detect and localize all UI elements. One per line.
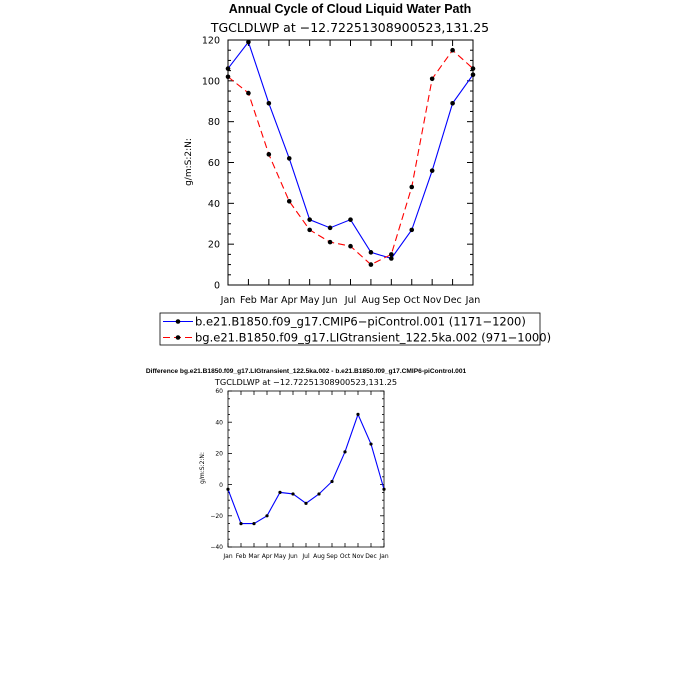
chart2-xtick-label: Oct [340,553,351,560]
chart1-ytick-label: 120 [202,35,220,46]
chart2-series-1-point [226,487,230,491]
chart1-series-1-point [327,225,333,231]
chart1-ytick-label: 20 [208,240,220,251]
chart1-ytick-label: 100 [202,76,220,87]
chart2-xtick-label: Sep [326,553,338,560]
chart1-series-2-point [409,184,415,190]
chart1-series-2-point [307,227,312,233]
chart1-xtick-label: Aug [362,295,381,306]
chart2-xtick-label: Jul [301,553,310,560]
chart1-legend-2-label: bg.e21.B1850.f09_g17.LIGtransient_122.5k… [195,331,551,345]
chart1-legend-1-marker [175,319,181,324]
chart2-ytick-label: 60 [215,388,223,395]
chart2-ylabel: g/m:S:2:N: [199,452,206,484]
chart2-series-1-point [265,514,269,518]
chart2-xtick-label: Jan [378,553,388,560]
chart1-series-2-point [286,198,292,204]
chart1-series-2-point [368,262,374,267]
chart2-ytick-label: 20 [215,451,223,458]
chart1-ylabel: g/m:S:2:N: [184,138,194,186]
chart2-ytick-label: −20 [210,513,223,520]
chart1-xtick-label: May [300,295,320,306]
chart2-series-1-point [291,492,295,496]
chart1-xtick-label: Apr [281,295,298,306]
chart1-series-1-point [450,100,455,106]
chart1-ytick-label: 40 [208,199,220,210]
chart1-xtick-label: Dec [443,295,461,306]
chart1-legend-box [159,312,541,346]
chart1-xtick-label: Oct [404,295,421,306]
chart1-series-1-point [389,256,394,261]
chart1-series-2-point [246,90,251,96]
chart2-ytick-label: 40 [215,419,223,426]
chart1-series-1-point [470,72,476,78]
chart2-xtick-label: Feb [236,553,247,560]
chart1-series-2-point [348,243,353,249]
chart2-title: Difference bg.e21.B1850.f09_g17.LIGtrans… [146,368,467,375]
chart2-xtick-label: Dec [365,553,377,560]
chart1-series-2-point [266,152,272,157]
chart1-legend-1-label: b.e21.B1850.f09_g17.CMIP6−piControl.001 … [195,315,526,329]
chart2-ytick-label: 0 [219,482,223,489]
chart1-xtick-label: Mar [260,295,278,306]
chart1-series-1-point [246,39,251,45]
chart1-ytick-label: 80 [208,117,220,128]
chart2-series-1-point [330,479,334,484]
chart2-xtick-label: Mar [248,553,260,560]
chart1-series-2-point [470,66,476,71]
chart1-series-2-point [429,76,435,82]
chart2-series-1-point [278,490,282,494]
chart1-series-1-point [225,66,231,71]
chart1-legend-2-marker [175,335,181,340]
chart1-series-1-point [348,217,353,222]
chart1-series-1-point [266,100,272,106]
chart1-series-2-point [327,239,333,245]
chart1-title: Annual Cycle of Cloud Liquid Water Path [229,2,472,16]
chart1-series-2-point [225,74,231,80]
chart2-series-1-point [252,522,256,526]
chart2-xtick-label: Nov [352,553,364,560]
chart2-xtick-label: Apr [262,553,273,560]
chart2-plot: −40 −20 0 20 40 60 Jan Feb Mar Apr May Jun Jul Aug Sep… [210,388,388,560]
chart1-xtick-label: Jan [220,295,236,306]
chart2-series-1-point [239,522,243,526]
chart1-xtick-label: Sep [382,295,400,306]
chart1-xtick-label: Jan [465,295,481,306]
chart2-xtick-label: Aug [313,553,325,560]
chart1-plot: 0 20 40 60 80 100 120 Jan Feb Mar Apr May Jun Jul Aug S… [159,35,551,346]
chart2-series-1-point [382,487,386,491]
chart2-ytick-label: −40 [210,544,223,551]
chart1-series-1-point [307,217,312,222]
chart1-series-2-point [450,47,455,53]
chart1-ytick-label: 60 [208,158,220,169]
chart2-series-1-point [343,450,347,454]
chart1-xtick-label: Jun [322,295,338,306]
chart1-series-1-point [368,250,374,255]
chart1-series-1-point [429,168,435,173]
chart2-subtitle: TGCLDLWP at −12.72251308900523,131.25 [214,377,397,387]
chart1-series-1-point [409,227,415,233]
chart2-xtick-label: May [274,553,287,560]
chart1-ytick-label: 0 [214,280,220,291]
chart2-series-1-point [304,501,308,505]
chart1-series-1-point [286,156,292,161]
chart1-xtick-label: Nov [423,295,442,306]
chart1-subtitle: TGCLDLWP at −12.72251308900523,131.25 [210,20,489,35]
chart1-xtick-label: Jul [344,295,356,306]
chart2-series-1-point [369,442,373,446]
chart2-series-1-point [356,412,360,416]
chart2-xtick-label: Jun [287,553,298,560]
chart1-series-2-point [389,252,394,257]
chart1-xtick-label: Feb [240,295,257,306]
chart2-xtick-label: Jan [222,553,232,560]
chart2-series-1-point [317,492,321,496]
